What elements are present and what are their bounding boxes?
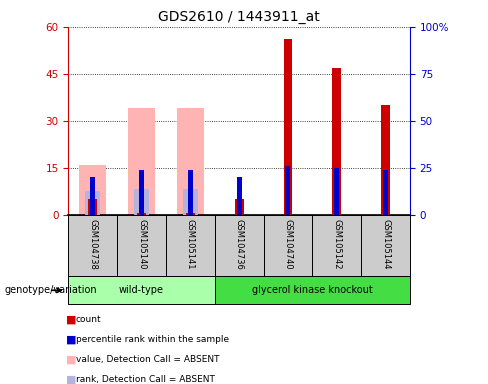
Bar [137,214,146,215]
Bar [68,215,117,276]
Bar [166,215,215,276]
Text: count: count [76,315,102,324]
Text: rank, Detection Call = ABSENT: rank, Detection Call = ABSENT [76,375,215,384]
Bar [88,199,97,215]
Title: GDS2610 / 1443911_at: GDS2610 / 1443911_at [158,10,320,25]
Text: ■: ■ [66,374,77,384]
Text: GSM105144: GSM105144 [381,219,390,270]
Text: ■: ■ [66,354,77,364]
Text: GSM104738: GSM104738 [88,219,97,270]
Bar [361,215,410,276]
Bar [117,215,166,276]
Bar [381,105,390,215]
Text: glycerol kinase knockout: glycerol kinase knockout [252,285,373,295]
Text: ■: ■ [66,314,77,324]
Bar [237,177,242,215]
Bar [264,215,312,276]
Text: value, Detection Call = ABSENT: value, Detection Call = ABSENT [76,355,219,364]
Bar [128,108,155,215]
Text: percentile rank within the sample: percentile rank within the sample [76,335,229,344]
Text: GSM104736: GSM104736 [235,219,244,270]
Bar [284,40,292,215]
Bar [235,199,244,215]
Bar [188,170,193,215]
Bar [183,189,198,215]
Bar [85,190,100,215]
Bar [215,276,410,304]
Bar [68,276,215,304]
Bar [79,165,106,215]
Bar [139,170,144,215]
Text: GSM105140: GSM105140 [137,219,146,270]
Bar [134,189,149,215]
Bar [334,168,339,215]
Bar [186,214,195,215]
Bar [312,215,361,276]
Text: GSM105141: GSM105141 [186,219,195,270]
Text: genotype/variation: genotype/variation [5,285,98,295]
Bar [90,177,95,215]
Bar [383,170,388,215]
Bar [177,108,203,215]
Bar [215,215,264,276]
Text: ■: ■ [66,334,77,344]
Text: GSM105142: GSM105142 [332,219,341,270]
Bar [332,68,341,215]
Text: GSM104740: GSM104740 [284,219,292,270]
Text: wild-type: wild-type [119,285,164,295]
Bar [285,166,290,215]
